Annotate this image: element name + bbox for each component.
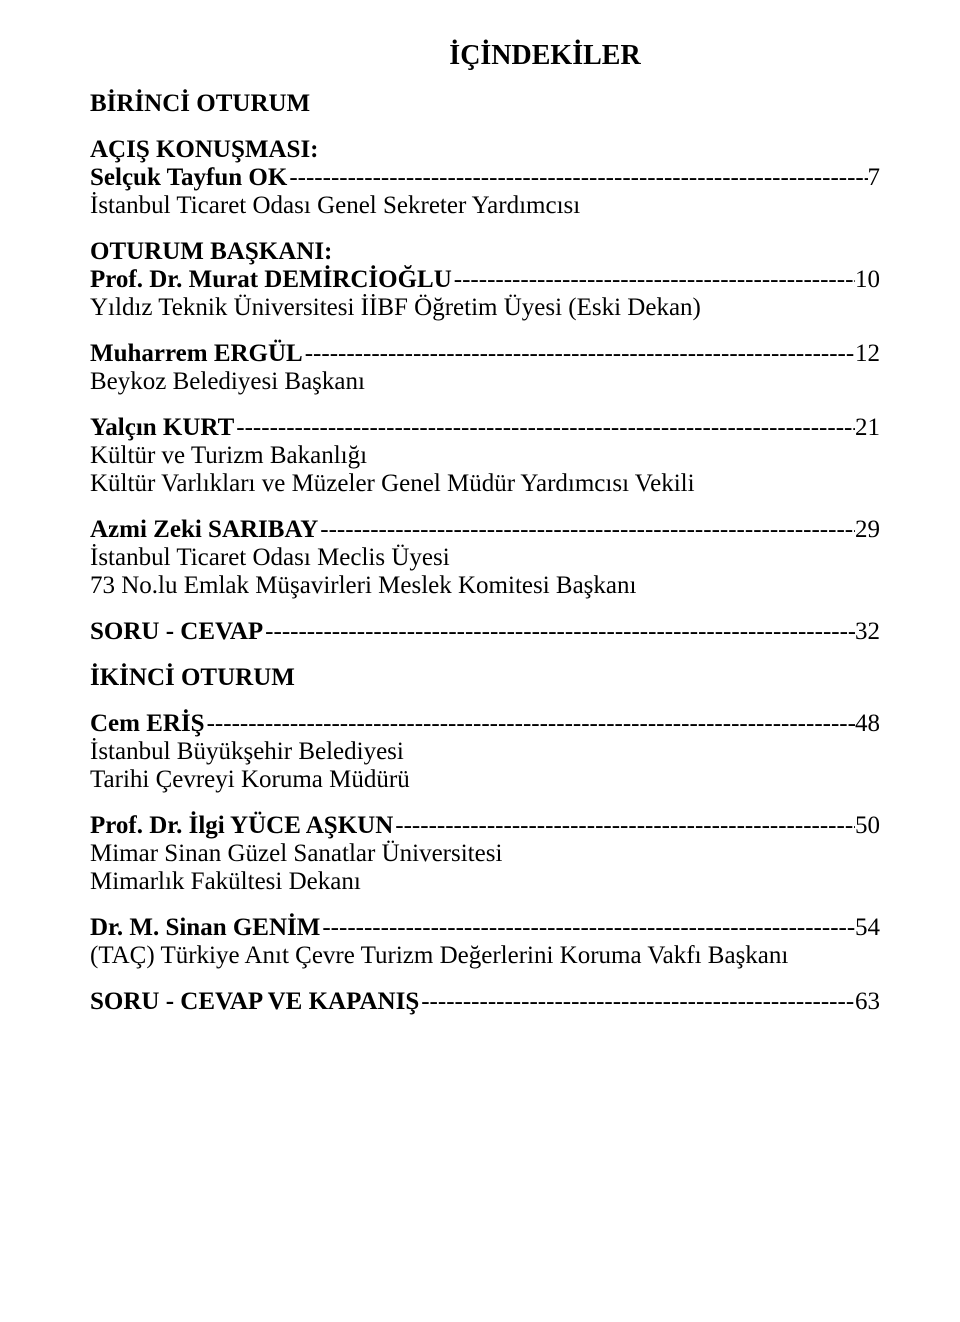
leader-dashes: ----------------------------------------…: [263, 618, 855, 646]
leader-dashes: ----------------------------------------…: [287, 164, 867, 192]
entry-name: Cem ERİŞ: [90, 710, 205, 738]
page-number: 54: [855, 914, 880, 942]
session-2-header: İKİNCİ OTURUM: [90, 664, 880, 692]
entry-desc-2: Tarihi Çevreyi Koruma Müdürü: [90, 766, 880, 794]
entry-desc: İstanbul Ticaret Odası Genel Sekreter Ya…: [90, 192, 880, 220]
entry-desc: Kültür ve Turizm Bakanlığı: [90, 442, 880, 470]
entry-name: SORU - CEVAP VE KAPANIŞ: [90, 988, 419, 1016]
toc-entry: Selçuk Tayfun OK -----------------------…: [90, 164, 880, 220]
entry-desc-2: 73 No.lu Emlak Müşavirleri Meslek Komite…: [90, 572, 880, 600]
entry-name: Prof. Dr. İlgi YÜCE AŞKUN: [90, 812, 393, 840]
leader-dashes: ----------------------------------------…: [452, 266, 855, 294]
toc-entry: Yalçın KURT ----------------------------…: [90, 414, 880, 498]
page-number: 63: [855, 988, 880, 1016]
session-1-header: BİRİNCİ OTURUM: [90, 90, 880, 118]
toc-entry: Muharrem ERGÜL -------------------------…: [90, 340, 880, 396]
toc-entry: Cem ERİŞ -------------------------------…: [90, 710, 880, 794]
entry-name: Muharrem ERGÜL: [90, 340, 303, 368]
page-number: 48: [855, 710, 880, 738]
leader-dashes: ----------------------------------------…: [205, 710, 855, 738]
entry-name: Yalçın KURT: [90, 414, 234, 442]
acis-header: AÇIŞ KONUŞMASI:: [90, 136, 880, 164]
page-number: 10: [855, 266, 880, 294]
leader-dashes: ----------------------------------------…: [234, 414, 855, 442]
entry-name: Azmi Zeki SARIBAY: [90, 516, 318, 544]
leader-dashes: ----------------------------------------…: [419, 988, 855, 1016]
page-number: 32: [855, 618, 880, 646]
page-number: 21: [855, 414, 880, 442]
leader-dashes: ----------------------------------------…: [393, 812, 855, 840]
toc-entry: Prof. Dr. Murat DEMİRCİOĞLU ------------…: [90, 266, 880, 322]
entry-desc-2: Kültür Varlıkları ve Müzeler Genel Müdür…: [90, 470, 880, 498]
entry-name: Dr. M. Sinan GENİM: [90, 914, 320, 942]
toc-entry: Azmi Zeki SARIBAY ----------------------…: [90, 516, 880, 600]
leader-dashes: ----------------------------------------…: [303, 340, 855, 368]
toc-entry: Dr. M. Sinan GENİM ---------------------…: [90, 914, 880, 970]
entry-desc-2: Mimarlık Fakültesi Dekanı: [90, 868, 880, 896]
leader-dashes: ----------------------------------------…: [320, 914, 855, 942]
entry-desc: İstanbul Ticaret Odası Meclis Üyesi: [90, 544, 880, 572]
toc-entry: SORU - CEVAP VE KAPANIŞ ----------------…: [90, 988, 880, 1016]
entry-desc: İstanbul Büyükşehir Belediyesi: [90, 738, 880, 766]
entry-name: SORU - CEVAP: [90, 618, 263, 646]
entry-desc: Yıldız Teknik Üniversitesi İİBF Öğretim …: [90, 294, 880, 322]
entry-name: Selçuk Tayfun OK: [90, 164, 287, 192]
oturum-baskani-header: OTURUM BAŞKANI:: [90, 238, 880, 266]
entry-name: Prof. Dr. Murat DEMİRCİOĞLU: [90, 266, 452, 294]
toc-entry: SORU - CEVAP ---------------------------…: [90, 618, 880, 646]
entry-desc: Mimar Sinan Güzel Sanatlar Üniversitesi: [90, 840, 880, 868]
entry-desc: Beykoz Belediyesi Başkanı: [90, 368, 880, 396]
leader-dashes: ----------------------------------------…: [318, 516, 855, 544]
page-number: 50: [855, 812, 880, 840]
page-title: İÇİNDEKİLER: [210, 40, 880, 72]
entry-desc: (TAÇ) Türkiye Anıt Çevre Turizm Değerler…: [90, 942, 880, 970]
page-number: 12: [855, 340, 880, 368]
page-number: 7: [868, 164, 881, 192]
toc-entry: Prof. Dr. İlgi YÜCE AŞKUN --------------…: [90, 812, 880, 896]
page-number: 29: [855, 516, 880, 544]
